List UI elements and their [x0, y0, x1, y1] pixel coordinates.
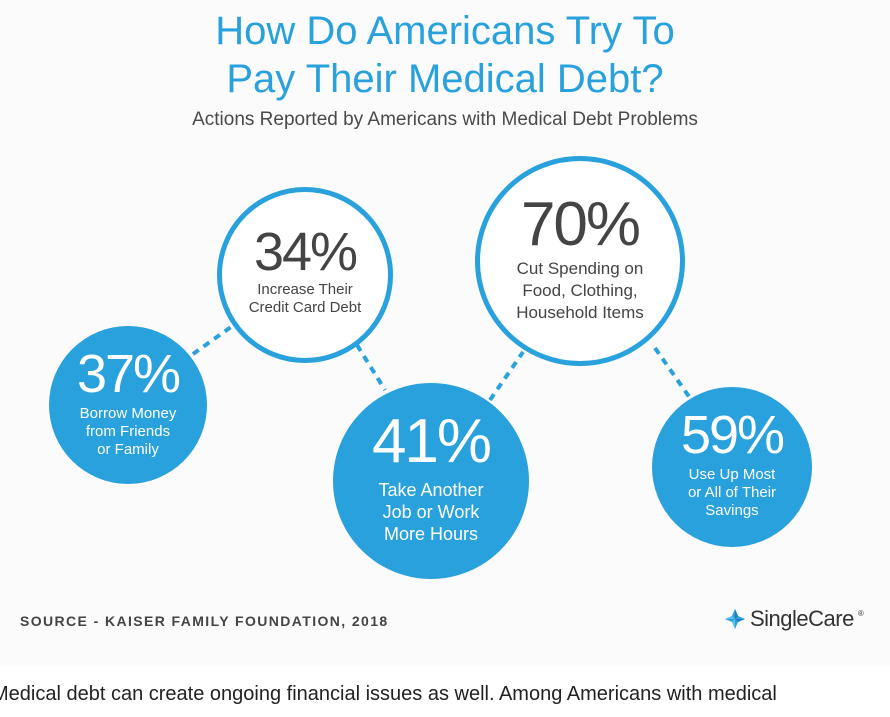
stat-circle-cut-spending: 70% Cut Spending on Food, Clothing, Hous…: [475, 156, 685, 366]
stat-description: Use Up Most or All of Their Savings: [687, 466, 777, 519]
stat-circle-credit-card-debt: 34% Increase Their Credit Card Debt: [217, 187, 393, 363]
stat-circle-another-job: 41% Take Another Job or Work More Hours: [333, 383, 529, 579]
article-paragraph: Medical debt can create ongoing financia…: [0, 683, 777, 705]
stat-description: Borrow Money from Friends or Family: [79, 405, 177, 458]
stat-description: Take Another Job or Work More Hours: [378, 480, 484, 544]
title-line-1: How Do Americans Try To: [215, 9, 675, 53]
brand-name: SingleCare: [750, 606, 854, 631]
stat-percent: 41%: [371, 407, 492, 476]
brand-logo: SingleCare ®: [724, 607, 864, 631]
infographic: How Do Americans Try To Pay Their Medica…: [20, 9, 864, 631]
stat-percent: 59%: [680, 405, 785, 465]
connector-70-59: [653, 346, 692, 400]
source-note: SOURCE - KAISER FAMILY FOUNDATION, 2018: [20, 613, 389, 629]
subtitle: Actions Reported by Americans with Medic…: [192, 109, 698, 130]
connector-37-34: [191, 320, 240, 356]
stat-circle-use-savings: 59% Use Up Most or All of Their Savings: [652, 387, 812, 547]
connector-41-70: [488, 350, 525, 402]
stat-percent: 34%: [253, 222, 358, 282]
stat-percent: 70%: [520, 190, 641, 259]
stat-description: Increase Their Credit Card Debt: [248, 281, 362, 316]
stat-circle-borrow-money: 37% Borrow Money from Friends or Family: [49, 326, 207, 484]
cross-icon: [725, 609, 745, 629]
connector-lines: [191, 320, 692, 402]
trademark-symbol: ®: [857, 609, 864, 618]
stat-percent: 37%: [76, 344, 181, 404]
stat-description: Cut Spending on Food, Clothing, Househol…: [516, 259, 644, 322]
connector-34-41: [355, 343, 387, 392]
title-line-2: Pay Their Medical Debt?: [226, 57, 664, 101]
